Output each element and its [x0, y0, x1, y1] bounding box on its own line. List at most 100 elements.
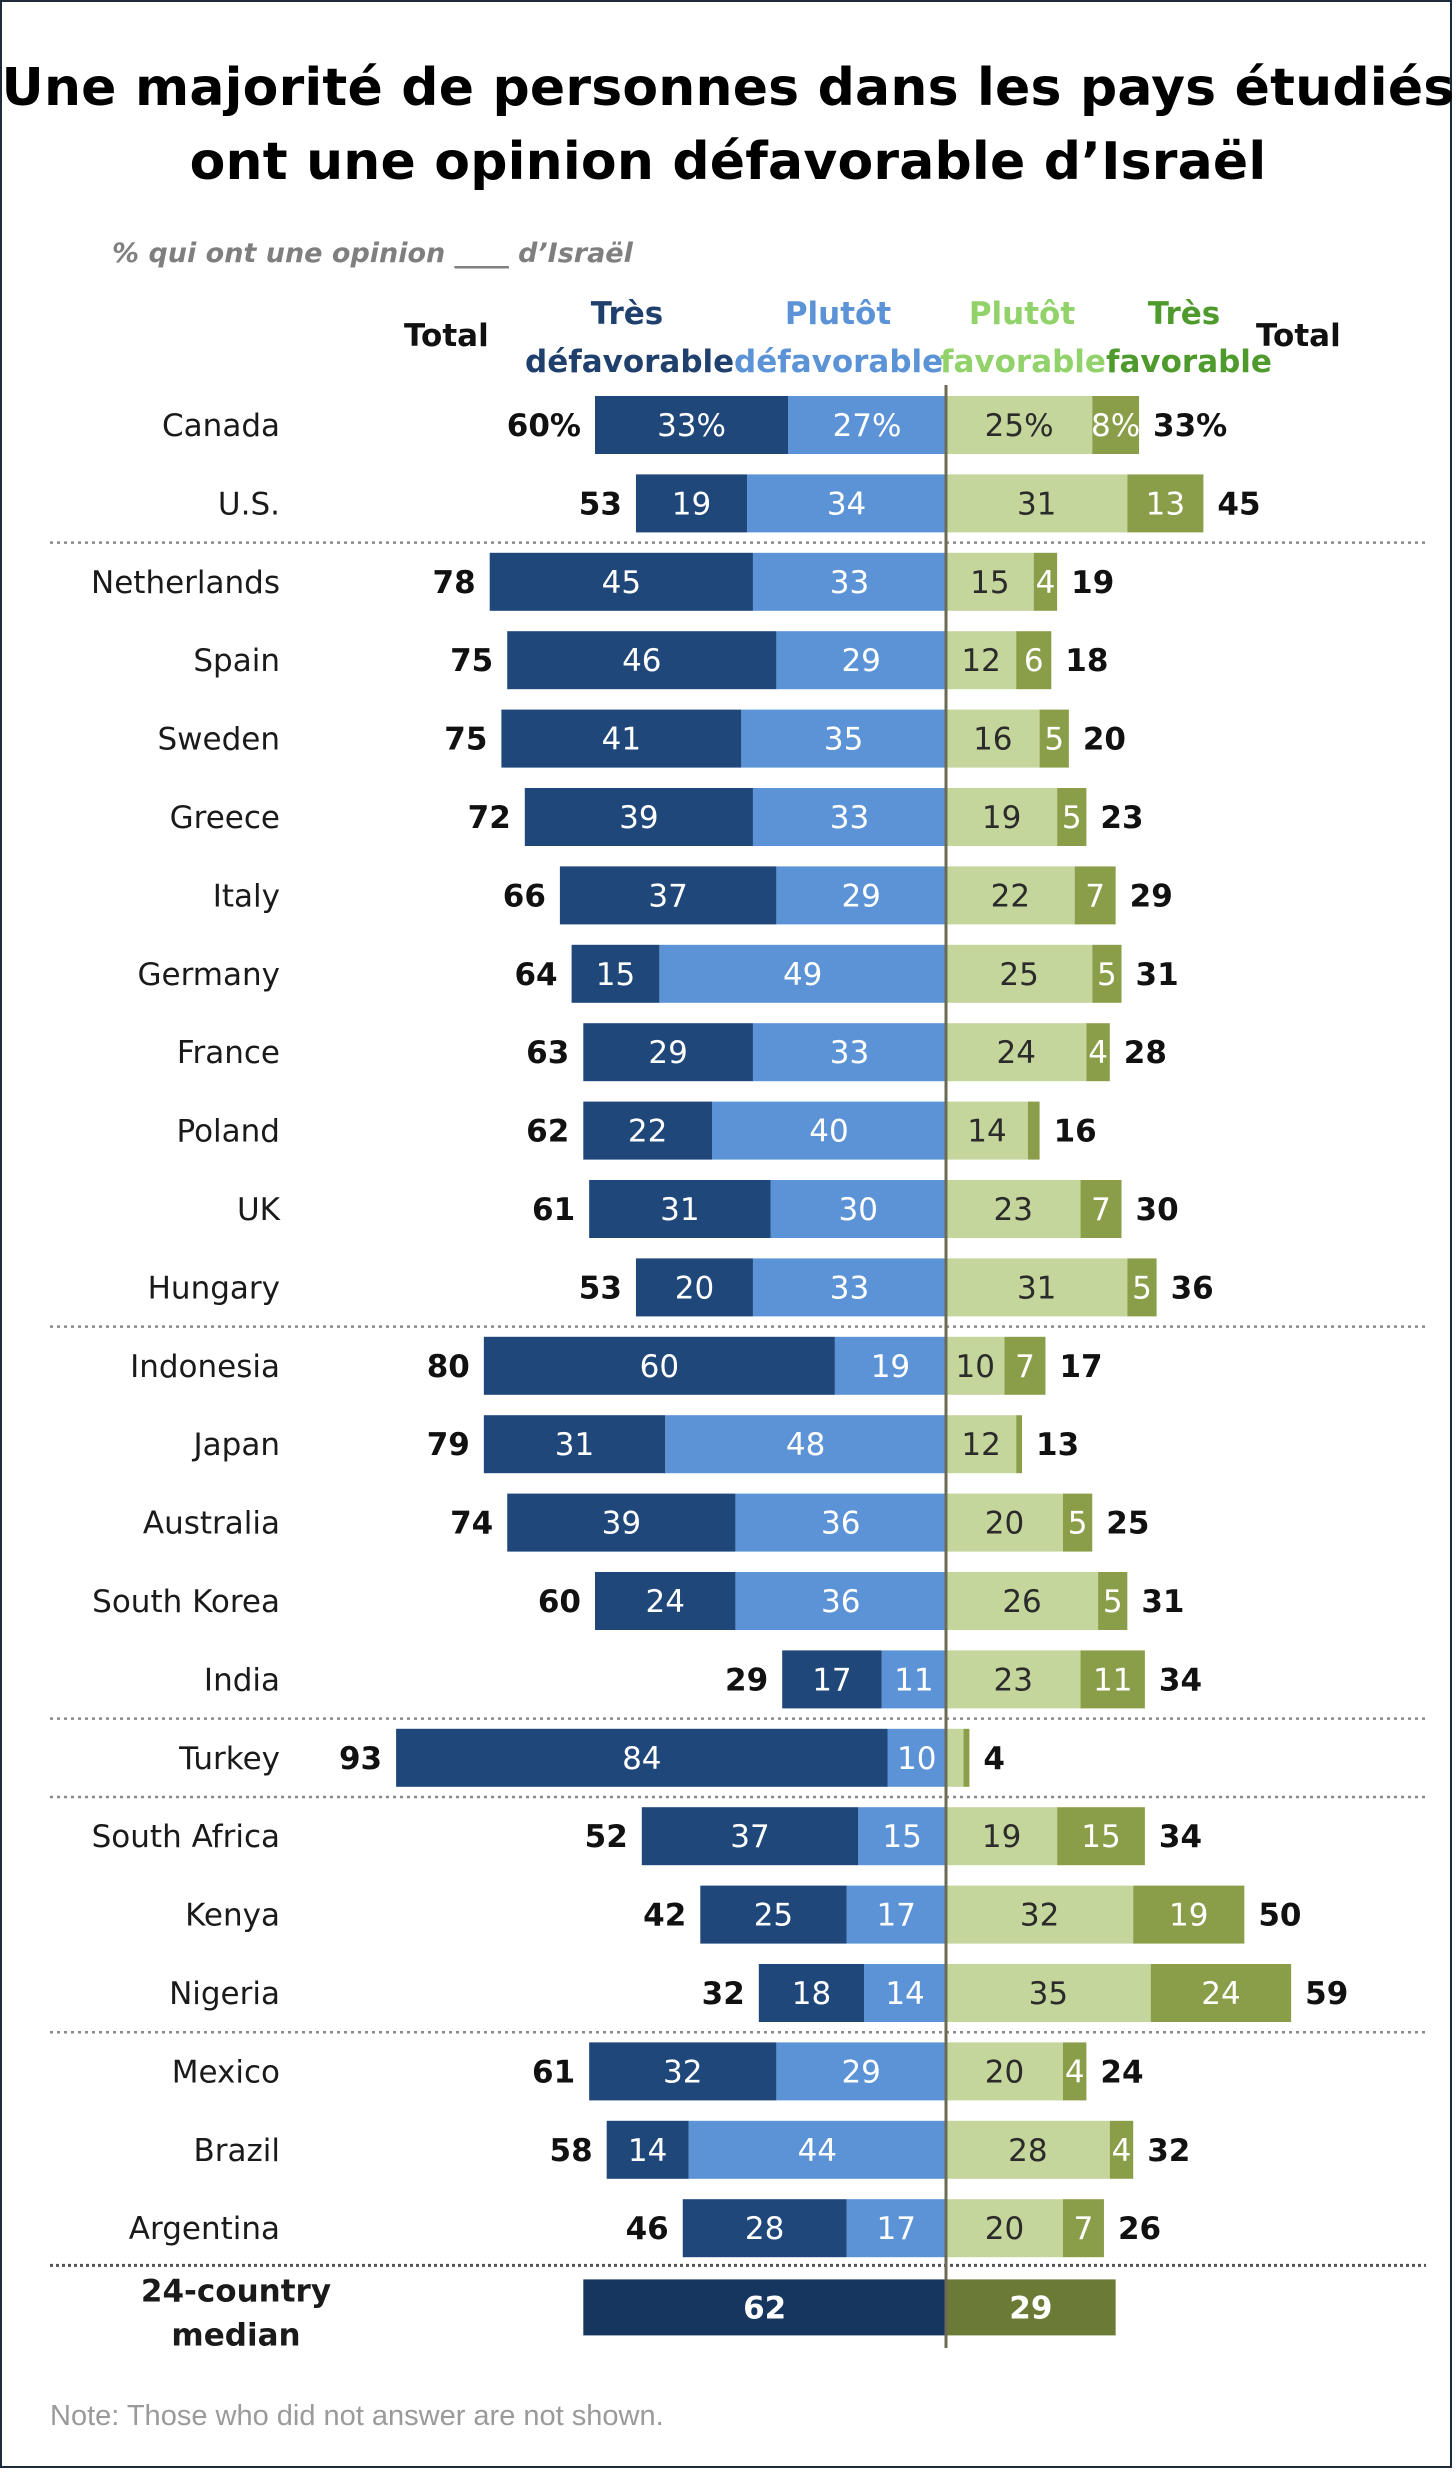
south-korea-label-somewhat-favorable: 26	[1002, 1584, 1041, 1620]
australia-label-somewhat-unfavorable: 36	[821, 1506, 860, 1542]
argentina-label-somewhat-unfavorable: 17	[877, 2211, 916, 2247]
sweden-total-favorable: 20	[1083, 722, 1126, 758]
indonesia-total-favorable: 17	[1059, 1349, 1102, 1385]
south-africa-bar-very-unfavorable	[641, 1807, 859, 1866]
turkey-total-unfavorable: 93	[339, 1741, 382, 1777]
uk-bar-somewhat-unfavorable	[770, 1180, 946, 1238]
header-very-unfavorable-line-1: Très	[590, 296, 664, 332]
hungary-total-favorable: 36	[1171, 1270, 1214, 1306]
japan-bar-very-unfavorable	[483, 1415, 666, 1474]
france-bar-very-unfavorable	[583, 1023, 753, 1082]
sweden-label-very-favorable: 5	[1044, 722, 1064, 758]
italy-bar-very-unfavorable	[559, 866, 777, 925]
india-label-very-favorable: 11	[1093, 1662, 1132, 1698]
kenya-bar-somewhat-favorable	[946, 1885, 1134, 1944]
brazil-label-very-favorable: 4	[1112, 2133, 1132, 2169]
spain-bar-very-favorable	[1016, 631, 1052, 690]
japan-bar-somewhat-favorable	[946, 1415, 1017, 1474]
japan-bar-somewhat-unfavorable	[665, 1415, 946, 1474]
header-total-right-label: Total	[1256, 318, 1341, 354]
italy-bar-somewhat-favorable	[946, 866, 1075, 925]
canada-bar-very-unfavorable	[595, 396, 789, 454]
south-korea-total-favorable: 31	[1141, 1584, 1184, 1620]
mexico-bar-somewhat-favorable	[946, 2042, 1063, 2101]
mexico-label-somewhat-favorable: 20	[985, 2054, 1024, 2090]
header-somewhat-favorable: Plutôt favorable	[940, 290, 1106, 386]
spain-bar-very-unfavorable	[507, 631, 777, 690]
spain-bar-somewhat-favorable	[946, 631, 1017, 690]
italy-label-somewhat-unfavorable: 29	[841, 878, 880, 914]
indonesia-bar-very-favorable	[1004, 1336, 1046, 1395]
chart-subtitle: % qui ont une opinion ____ d’Israël	[112, 238, 633, 269]
australia-bar-somewhat-favorable	[946, 1493, 1063, 1552]
uk-bar-somewhat-favorable	[946, 1180, 1081, 1238]
sweden-bar-very-favorable	[1039, 709, 1069, 768]
chart-title-line-2: ont une opinion défavorable d’Israël	[189, 132, 1267, 192]
india-label-somewhat-favorable: 23	[994, 1662, 1033, 1698]
canada-label-somewhat-unfavorable: 27%	[833, 408, 902, 444]
brazil-total-favorable: 32	[1147, 2133, 1190, 2169]
uk-bar-very-unfavorable	[589, 1180, 771, 1238]
hungary-label-very-unfavorable: 20	[675, 1270, 714, 1306]
turkey-bar-very-favorable	[963, 1728, 970, 1787]
canada-country-label: Canada	[162, 408, 280, 444]
poland-bar-very-unfavorable	[583, 1101, 712, 1160]
nigeria-country-label: Nigeria	[169, 1976, 280, 2012]
nigeria-label-somewhat-favorable: 35	[1029, 1976, 1068, 2012]
argentina-total-unfavorable: 46	[626, 2211, 669, 2247]
hungary-label-somewhat-favorable: 31	[1017, 1270, 1056, 1306]
australia-total-unfavorable: 74	[450, 1506, 493, 1542]
argentina-bar-somewhat-favorable	[946, 2199, 1063, 2258]
poland-total-unfavorable: 62	[526, 1114, 569, 1150]
mexico-bar-very-unfavorable	[589, 2042, 777, 2101]
median-bar-favorable	[946, 2279, 1116, 2336]
nigeria-bar-very-favorable	[1150, 1964, 1292, 2022]
turkey-total-favorable: 4	[983, 1741, 1005, 1777]
nigeria-label-very-favorable: 24	[1201, 1976, 1240, 2012]
germany-bar-somewhat-unfavorable	[659, 944, 946, 1003]
indonesia-country-label: Indonesia	[130, 1349, 280, 1385]
greece-country-label: Greece	[170, 800, 280, 836]
japan-total-favorable: 13	[1036, 1427, 1079, 1463]
kenya-bar-very-unfavorable	[700, 1885, 847, 1944]
mexico-label-somewhat-unfavorable: 29	[841, 2054, 880, 2090]
uk-label-somewhat-unfavorable: 30	[839, 1192, 878, 1228]
argentina-bar-very-unfavorable	[682, 2199, 847, 2258]
uk-label-very-unfavorable: 31	[660, 1192, 699, 1228]
header-total-left: Total	[404, 312, 489, 360]
south-africa-bar-somewhat-unfavorable	[858, 1807, 946, 1866]
header-total-left-label: Total	[404, 318, 489, 354]
kenya-total-favorable: 50	[1258, 1898, 1301, 1934]
india-total-unfavorable: 29	[725, 1662, 768, 1698]
italy-label-somewhat-favorable: 22	[991, 878, 1030, 914]
turkey-label-somewhat-unfavorable: 10	[897, 1741, 936, 1777]
median-label-favorable: 29	[1009, 2290, 1052, 2326]
spain-bar-somewhat-unfavorable	[776, 631, 946, 690]
argentina-bar-somewhat-unfavorable	[846, 2199, 946, 2258]
greece-label-somewhat-unfavorable: 33	[830, 800, 869, 836]
uk-bar-very-favorable	[1080, 1180, 1122, 1238]
spain-label-very-unfavorable: 46	[622, 643, 661, 679]
sweden-bar-somewhat-favorable	[946, 709, 1040, 768]
header-very-favorable-line-1: Très	[1147, 296, 1221, 332]
poland-bar-somewhat-favorable	[946, 1101, 1028, 1160]
nigeria-bar-very-unfavorable	[758, 1964, 865, 2022]
greece-total-unfavorable: 72	[468, 800, 511, 836]
median-label-unfavorable: 62	[743, 2290, 786, 2326]
india-bar-somewhat-unfavorable	[881, 1650, 946, 1709]
indonesia-label-very-unfavorable: 60	[640, 1349, 679, 1385]
brazil-label-very-unfavorable: 14	[628, 2133, 667, 2169]
header-somewhat-unfavorable-line-1: Plutôt	[784, 296, 892, 332]
spain-label-somewhat-unfavorable: 29	[841, 643, 880, 679]
germany-bar-very-favorable	[1092, 944, 1122, 1003]
canada-label-very-unfavorable: 33%	[657, 408, 726, 444]
argentina-label-very-favorable: 7	[1074, 2211, 1094, 2247]
japan-label-somewhat-favorable: 12	[961, 1427, 1000, 1463]
australia-bar-very-favorable	[1063, 1493, 1093, 1552]
canada-bar-somewhat-unfavorable	[788, 396, 946, 454]
germany-total-favorable: 31	[1136, 957, 1179, 993]
italy-total-unfavorable: 66	[503, 878, 546, 914]
sweden-country-label: Sweden	[157, 722, 280, 758]
netherlands-label-very-unfavorable: 45	[602, 565, 641, 601]
netherlands-bar-somewhat-favorable	[946, 552, 1034, 611]
